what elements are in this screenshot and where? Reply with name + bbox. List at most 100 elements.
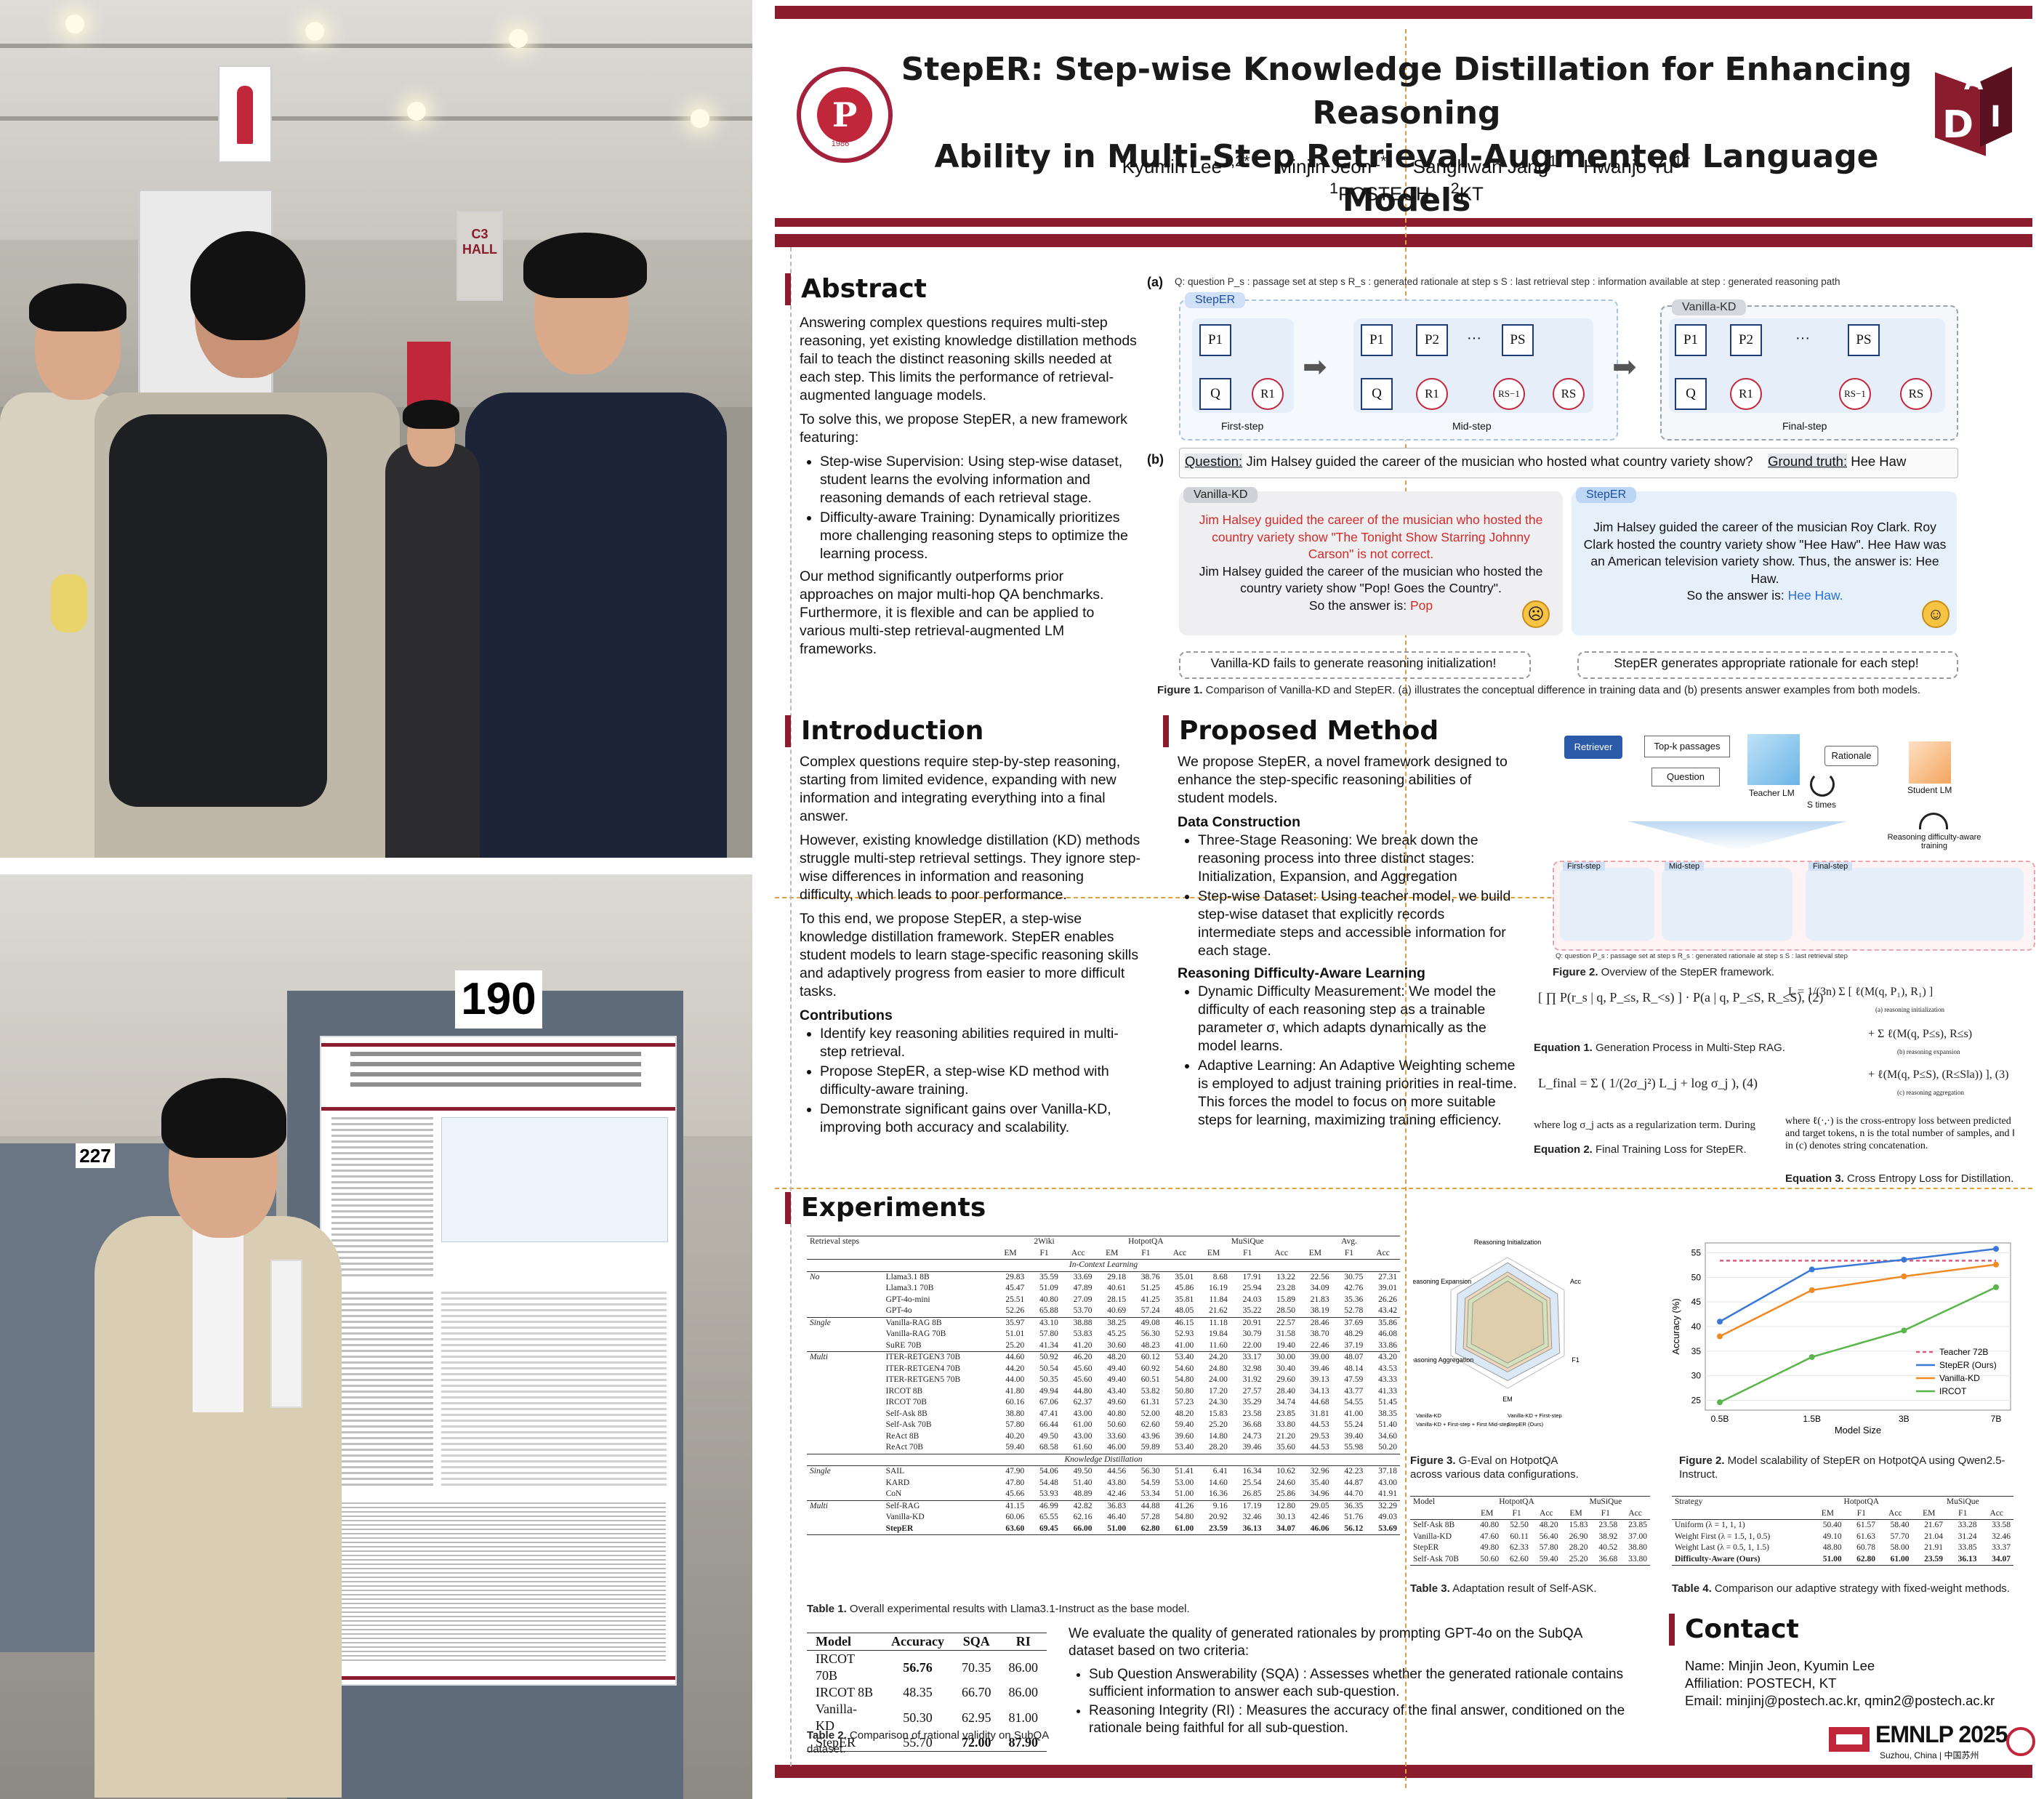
table-cell: 49.08	[1129, 1316, 1163, 1329]
emnlp-conference: EMNLP 2025	[1875, 1721, 2008, 1747]
table-cell: 47.80	[1005, 1478, 1025, 1487]
table-row: Multi ITER-RETGEN3 70B 44.60 50.92 46.20 48.2…	[807, 1351, 1400, 1364]
table-cell: 72.00	[962, 1735, 991, 1750]
table-cell: 43.53	[1378, 1364, 1397, 1373]
radar-grid-ring	[1450, 1257, 1565, 1389]
table-cell: 60.92	[1140, 1364, 1160, 1373]
table-cell: 44.80	[1073, 1386, 1093, 1396]
table-cell: 39.46	[1242, 1443, 1262, 1452]
evaluation-text: We evaluate the quality of generated rat…	[1069, 1625, 1628, 1742]
table-cell: 57.28	[1140, 1513, 1160, 1521]
row-label: Single	[807, 1316, 883, 1329]
table-cell: 43.00	[1378, 1478, 1397, 1487]
table-cell: 34.13	[1310, 1386, 1329, 1396]
table-cell: 61.60	[1073, 1443, 1093, 1452]
table-cell: 51.40	[1378, 1420, 1397, 1429]
fig1-steper-ok-note	[1577, 651, 1958, 679]
table-cell: 21.67	[1924, 1521, 1944, 1529]
method-heading: Proposed Method	[1163, 715, 1439, 747]
table-cell: 48.29	[1344, 1329, 1364, 1338]
table-cell: 44.53	[1310, 1420, 1329, 1429]
table-cell: 47.90	[993, 1465, 1028, 1478]
metric-header: Acc	[1274, 1248, 1288, 1257]
table-cell: 19.40	[1276, 1340, 1296, 1350]
node-p2: P2	[1416, 324, 1448, 356]
row-label: ReAct 8B	[885, 1431, 920, 1441]
t1-head-group: Avg.	[1341, 1237, 1357, 1246]
x-tick-label: 3B	[1899, 1414, 1910, 1424]
x-tick-label: 7B	[1991, 1414, 2002, 1424]
row-label: Self-RAG	[882, 1500, 994, 1512]
table-row: ReAct 8B 40.20 49.50 43.00 33.60 43.96 39.60 14…	[807, 1431, 1400, 1443]
row-label: Weight Last (λ = 0.5, 1, 1.5)	[1675, 1543, 1769, 1552]
fig1-steper-answer-text: Jim Halsey guided the career of the musi…	[1583, 519, 1947, 605]
node-rs-1: RS−1	[1493, 378, 1525, 410]
table-row: ITER-RETGEN5 70B 44.00 50.35 45.60 49.40 60.5…	[807, 1375, 1400, 1386]
node-q: Q	[1361, 378, 1393, 410]
t2-head: RI	[1015, 1634, 1031, 1649]
row-label	[807, 1431, 883, 1443]
row-label: No	[807, 1271, 883, 1283]
table-1-main-results: Retrieval steps 2Wiki HotpotQA MuSiQue A…	[807, 1236, 1400, 1535]
table-cell: 70.35	[962, 1659, 991, 1675]
table-cell: 40.80	[1107, 1409, 1127, 1418]
ceiling-light	[305, 22, 324, 41]
row-label: KARD	[885, 1478, 910, 1487]
table-cell: 56.30	[1129, 1465, 1163, 1478]
metric-header: Acc	[1071, 1248, 1085, 1257]
row-label	[807, 1489, 883, 1500]
fig2-topk: Top-k passages	[1644, 736, 1730, 757]
table-cell: 40.20	[1005, 1431, 1025, 1441]
table-cell: 52.93	[1175, 1329, 1194, 1338]
table-cell: 34.07	[1992, 1554, 2011, 1563]
table-cell: 8.68	[1196, 1271, 1231, 1283]
row-label: ITER-RETGEN4 70B	[885, 1364, 961, 1373]
table-cell: 29.53	[1310, 1431, 1329, 1441]
table-cell: 28.46	[1298, 1316, 1332, 1329]
table-cell: 24.03	[1242, 1295, 1262, 1304]
board-number-card: 190	[455, 970, 542, 1029]
table-cell: 20.92	[1208, 1513, 1228, 1521]
table-cell: 66.00	[1073, 1524, 1093, 1533]
table-cell: 48.80	[1822, 1543, 1842, 1552]
contact-email[interactable]: Email: minjinj@postech.ac.kr, qmin2@post…	[1685, 1693, 1995, 1708]
equation-3-mid: + Σ ℓ(M(q, P≤s), R≤s)	[1868, 1028, 1973, 1040]
table-cell: 55.70	[903, 1735, 933, 1750]
loop-arrow-icon	[1810, 772, 1835, 797]
suzhou-knot-icon	[2006, 1727, 2035, 1756]
table-cell: 16.36	[1208, 1489, 1228, 1498]
table-cell: 33.80	[1628, 1554, 1647, 1563]
node-r1: R1	[1252, 378, 1284, 410]
row-label: Multi	[807, 1351, 883, 1364]
table-cell: 32.46	[1992, 1532, 2011, 1541]
node-ps: PS	[1848, 324, 1880, 356]
table-cell: 23.58	[1598, 1521, 1618, 1529]
table-cell: 58.40	[1890, 1521, 1910, 1529]
table-cell: 55.98	[1344, 1443, 1364, 1452]
dai-lab-logo: D A I	[1935, 66, 2015, 156]
table-cell: 49.40	[1107, 1364, 1127, 1373]
metric-header: Acc	[1989, 1508, 2003, 1518]
ceiling-light	[509, 29, 528, 48]
presenter-shirt	[193, 1223, 244, 1412]
t1-head-group: MuSiQue	[1231, 1237, 1264, 1246]
contribution-item: Propose StepER, a step-wise KD method wi…	[820, 1063, 1141, 1099]
metric-header: F1	[1512, 1508, 1521, 1518]
abstract-p1: Answering complex questions requires mul…	[800, 315, 1137, 403]
table-cell: 49.40	[1107, 1375, 1127, 1384]
table-row: Vanilla-KD 50.30 62.95 81.00	[807, 1701, 1047, 1734]
radar-legend-item: Vanilla-KD + First-step	[1508, 1412, 1562, 1419]
t3-head-model: Model	[1413, 1497, 1436, 1506]
equation-1: [ ∏ P(r_s | q, P_≤s, R_<s) ] · P(a | q, …	[1538, 990, 1824, 1005]
table-cell: 33.58	[1992, 1521, 2011, 1529]
table-cell: 62.33	[1510, 1543, 1529, 1552]
metric-header: EM	[1569, 1508, 1582, 1518]
table-cell: 51.00	[1107, 1524, 1127, 1533]
table-cell: 39.46	[1310, 1364, 1329, 1373]
poster-title-line1: StepER: Step-wise Knowledge Distillation…	[901, 51, 1912, 132]
row-label: StepER	[885, 1524, 914, 1533]
arrow-right-icon: ➡	[1612, 351, 1637, 383]
t4-head-group: MuSiQue	[1946, 1497, 1979, 1506]
table-cell: 62.16	[1073, 1513, 1093, 1521]
table-row: IRCOT 70B 56.76 70.35 86.00	[807, 1651, 1047, 1685]
